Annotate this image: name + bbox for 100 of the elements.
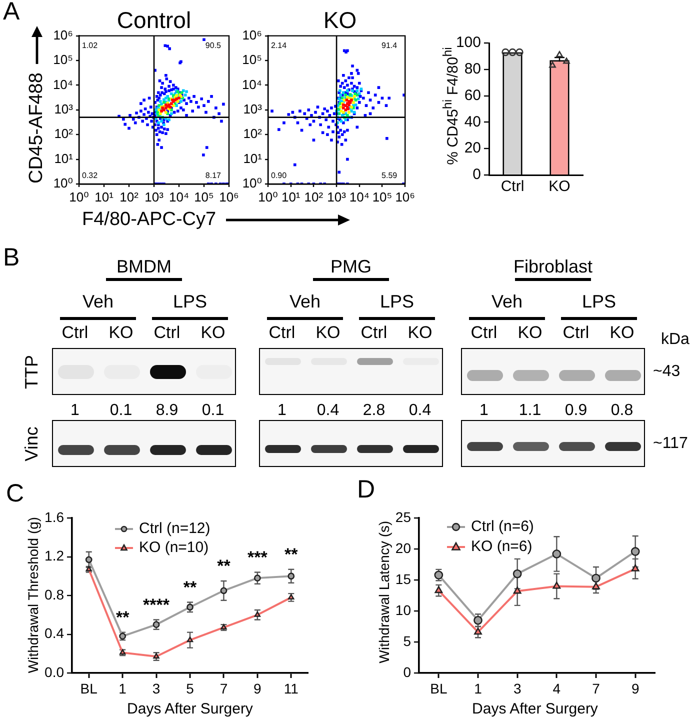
x-tick-label: 9 xyxy=(631,680,640,696)
y-tick-label: 40 xyxy=(464,113,481,130)
text: ~117 xyxy=(653,434,688,453)
category-label: KO xyxy=(518,323,542,343)
text: Veh xyxy=(491,292,523,312)
category-label: KO xyxy=(610,323,634,343)
text: B xyxy=(3,244,20,272)
data-label: 2.8 xyxy=(362,402,386,420)
category-label: Ctrl xyxy=(470,323,498,343)
x-tick-label: 10¹ xyxy=(94,189,114,204)
text: C xyxy=(6,480,24,508)
annotation: 0.32 xyxy=(82,171,98,180)
text: TTP xyxy=(22,354,42,388)
x-tick-label: 5 xyxy=(186,680,194,696)
y-tick-label: 0.4 xyxy=(44,625,64,642)
y-tick-label: 10⁴ xyxy=(242,76,262,92)
y-tick-label: 20 xyxy=(395,540,412,556)
annotation: ** xyxy=(217,556,231,576)
y-axis-title: Withdrawal Threshold (g) xyxy=(24,516,42,674)
x-tick-label: 10³ xyxy=(144,189,164,204)
y-tick-label: 10⁶ xyxy=(242,27,262,42)
annotation: 8.17 xyxy=(205,171,222,180)
text: PMG xyxy=(330,256,372,278)
y-tick-label: 60 xyxy=(464,86,481,104)
y-axis-title: CD45-AF488 xyxy=(26,72,48,184)
legend-label: KO (n=10) xyxy=(139,539,209,556)
x-tick-label: 4 xyxy=(552,680,561,696)
y-tick-label: 10 xyxy=(395,602,412,618)
annotation: 2.14 xyxy=(271,41,288,50)
y-tick-label: 10² xyxy=(243,126,263,142)
y-tick-label: 100 xyxy=(456,34,481,52)
x-tick-label: 11 xyxy=(284,680,299,696)
x-tick-label: 3 xyxy=(152,680,160,696)
text: kDa xyxy=(661,330,690,350)
x-tick-label: 3 xyxy=(513,680,522,696)
x-tick-label: 1 xyxy=(474,680,482,696)
x-tick-label: 10⁰ xyxy=(258,189,278,204)
x-tick-label: KO xyxy=(548,178,570,196)
y-tick-label: 1.6 xyxy=(44,508,64,525)
x-tick-label: 10⁶ xyxy=(219,189,239,204)
text: Veh xyxy=(289,292,321,312)
annotation: 90.5 xyxy=(205,41,222,50)
y-axis-title: Withdrawal Latency (s) xyxy=(376,520,392,664)
data-label: 8.9 xyxy=(156,402,178,420)
data-label: 1.1 xyxy=(518,402,542,420)
x-tick-label: 10¹ xyxy=(281,189,301,204)
annotation: 91.4 xyxy=(382,41,398,50)
annotation: **** xyxy=(143,595,170,614)
x-tick-label: 10² xyxy=(304,189,324,204)
category-label: Ctrl xyxy=(360,323,388,343)
annotation: ** xyxy=(284,545,298,564)
chart-title: KO xyxy=(323,6,357,34)
category-label: Ctrl xyxy=(62,323,88,343)
legend-label: Ctrl (n=12) xyxy=(139,520,210,538)
legend-label: Ctrl (n=6) xyxy=(471,518,534,536)
x-axis-title: F4/80-APC-Cy7 xyxy=(82,209,216,231)
category-label: KO xyxy=(316,323,340,343)
x-axis-title: Days After Surgery xyxy=(127,700,253,718)
y-tick-label: 10⁵ xyxy=(242,52,262,68)
text: LPS xyxy=(172,292,208,312)
y-tick-label: 5 xyxy=(403,632,412,649)
x-tick-label: 10⁰ xyxy=(69,189,89,204)
data-label: 0.1 xyxy=(110,402,132,420)
y-tick-label: 10³ xyxy=(54,101,74,116)
annotation: ** xyxy=(183,578,197,597)
category-label: Ctrl xyxy=(268,323,296,343)
text: BMDM xyxy=(116,256,172,278)
y-tick-label: 80 xyxy=(464,60,481,78)
x-tick-label: 7 xyxy=(220,680,228,696)
y-tick-label: 20 xyxy=(464,140,481,157)
text: D xyxy=(357,476,376,504)
y-tick-label: 0.8 xyxy=(44,586,64,602)
category-label: KO xyxy=(200,323,226,343)
x-tick-label: 10² xyxy=(120,189,140,204)
legend-label: KO (n=6) xyxy=(471,538,532,556)
data-label: 0.9 xyxy=(564,402,588,420)
y-tick-label: 0 xyxy=(403,664,412,680)
y-tick-label: 0 xyxy=(472,166,481,184)
annotation: 1.02 xyxy=(82,41,98,50)
y-tick-label: 10⁵ xyxy=(53,52,73,68)
y-tick-label: 15 xyxy=(395,570,412,587)
x-tick-label: 10⁴ xyxy=(168,189,190,204)
x-tick-label: 10⁵ xyxy=(194,189,214,204)
text: LPS xyxy=(380,292,414,312)
y-tick-label: 1.2 xyxy=(44,548,64,564)
x-tick-label: BL xyxy=(80,680,98,696)
chart-title: Control xyxy=(116,6,192,34)
text: Fibroblast xyxy=(513,256,593,278)
text: LPS xyxy=(582,292,616,312)
y-tick-label: 25 xyxy=(395,508,412,525)
y-tick-label: 10¹ xyxy=(54,150,74,166)
y-tick-label: 10³ xyxy=(243,101,263,116)
category-label: Ctrl xyxy=(154,323,180,343)
annotation: 5.59 xyxy=(382,171,398,180)
x-tick-label: 1 xyxy=(118,680,127,696)
x-tick-label: 10⁵ xyxy=(372,189,392,204)
annotation: 0.90 xyxy=(271,171,288,180)
category-label: Ctrl xyxy=(562,323,590,343)
x-tick-label: BL xyxy=(430,680,448,696)
data-label: 0.1 xyxy=(202,402,224,420)
